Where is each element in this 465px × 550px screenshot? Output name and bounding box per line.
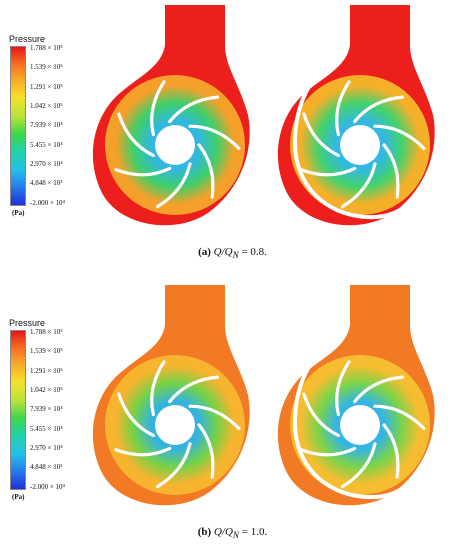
legend-tick: -2.000 × 10⁴ — [30, 483, 65, 491]
impeller-blade — [335, 360, 351, 417]
impeller-blade — [373, 124, 426, 150]
caption-sub: N — [232, 530, 240, 541]
impeller-hub — [155, 405, 195, 445]
legend-tick: 1.042 × 10⁵ — [30, 102, 63, 110]
impeller-blade — [117, 392, 155, 437]
pump-contour-b-left — [92, 285, 250, 506]
legend-title: Pressure — [9, 318, 46, 328]
legend-tick: 1.788 × 10⁵ — [30, 44, 63, 52]
legend-tick: -2.000 × 10⁴ — [30, 199, 65, 207]
impeller-blade — [340, 442, 377, 489]
legend-tick: 7.939 × 10⁴ — [30, 121, 63, 129]
impeller-hub — [155, 125, 195, 165]
caption-math: Q/Q — [213, 526, 233, 538]
impeller-blade — [373, 404, 426, 430]
legend-tick: 1.539 × 10⁵ — [30, 347, 63, 355]
impeller-blade — [353, 95, 405, 124]
pump-contour-a-right — [277, 5, 435, 226]
impeller-blade — [155, 162, 192, 209]
impeller-blade — [353, 375, 405, 404]
impeller-blade — [197, 143, 215, 199]
caption-rest: = 0.8. — [238, 246, 267, 258]
caption-a: (a) Q/QN = 0.8. — [0, 246, 465, 260]
impeller-blade — [302, 112, 340, 157]
caption-sub: N — [232, 250, 239, 261]
impeller-blade — [114, 166, 172, 177]
impeller-blade — [299, 446, 357, 457]
legend-tick: 1.291 × 10⁵ — [30, 83, 63, 91]
impeller-hub — [340, 125, 380, 165]
legend-tick: 1.042 × 10⁵ — [30, 386, 63, 394]
legend-tick: 7.939 × 10⁴ — [30, 405, 63, 413]
legend-unit: (Pa) — [12, 209, 25, 217]
impeller-blade — [302, 392, 340, 437]
legend-tick: 4.848 × 10³ — [30, 179, 63, 187]
legend-tick: 2.970 × 10⁴ — [30, 160, 63, 168]
impeller-blade — [168, 375, 220, 404]
impeller-blade — [382, 143, 400, 199]
splitter-vane — [292, 58, 409, 220]
legend-tick: 1.539 × 10⁵ — [30, 63, 63, 71]
impeller-blade — [188, 404, 241, 430]
impeller-blade — [150, 80, 166, 137]
impeller-hub — [340, 405, 380, 445]
pressure-colorbar — [10, 46, 26, 206]
legend-tick: 5.455 × 10⁴ — [30, 141, 63, 149]
legend-tick: 2.970 × 10⁴ — [30, 444, 63, 452]
panel-b: Pressure 1.788 × 10⁵ 1.539 × 10⁵ 1.291 ×… — [0, 280, 465, 550]
impeller-blade — [150, 360, 166, 417]
caption-math: Q/Q — [213, 246, 233, 258]
impeller-blade — [197, 423, 215, 479]
caption-rest: = 1.0. — [239, 526, 268, 538]
legend-unit: (Pa) — [12, 493, 25, 501]
impeller-blade — [168, 95, 220, 124]
impeller-blade — [188, 124, 241, 150]
impeller-blade — [117, 112, 155, 157]
splitter-vane — [292, 338, 409, 500]
impeller-blade — [114, 446, 172, 457]
caption-label: (b) — [197, 526, 212, 538]
impeller-blade — [155, 442, 192, 489]
legend-tick: 4.848 × 10³ — [30, 463, 63, 471]
impeller-blade — [335, 80, 351, 137]
panel-a: Pressure 1.788 × 10⁵ 1.539 × 10⁵ 1.291 ×… — [0, 5, 465, 260]
pressure-colorbar — [10, 330, 26, 490]
legend-tick: 1.788 × 10⁵ — [30, 328, 63, 336]
pump-contour-a-left — [92, 5, 250, 226]
legend-tick: 1.291 × 10⁵ — [30, 367, 63, 375]
caption-label: (a) — [198, 246, 211, 258]
impeller-blade — [382, 423, 400, 479]
legend-title: Pressure — [9, 34, 46, 44]
pump-contour-b-right — [277, 285, 435, 506]
caption-b: (b) Q/QN = 1.0. — [0, 526, 465, 540]
impeller-blade — [340, 162, 377, 209]
legend-tick: 5.455 × 10⁴ — [30, 425, 63, 433]
impeller-blade — [299, 166, 357, 177]
